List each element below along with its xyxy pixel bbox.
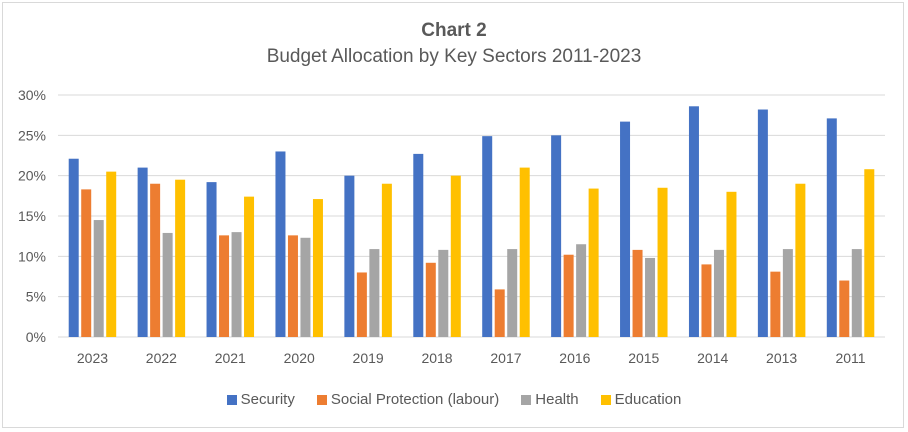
bar-education-2016 (588, 188, 599, 337)
bar-security-2013 (757, 109, 768, 338)
bar-security-2019 (344, 175, 355, 337)
bar-social-protection-labour-2021 (219, 235, 230, 337)
bar-education-2023 (106, 171, 117, 337)
bar-health-2017 (507, 249, 518, 337)
y-tick-label: 10% (18, 248, 46, 264)
bar-social-protection-labour-2022 (150, 183, 161, 337)
y-tick-label: 25% (18, 127, 46, 143)
bar-social-protection-labour-2019 (356, 272, 367, 337)
bar-education-2017 (519, 167, 530, 337)
chart-subtitle: Budget Allocation by Key Sectors 2011-20… (266, 46, 642, 67)
legend-swatch (600, 394, 611, 405)
bar-social-protection-labour-2016 (563, 254, 574, 337)
x-tick-label: 2021 (215, 350, 246, 366)
bar-social-protection-labour-2023 (81, 189, 92, 337)
legend-item: Security (226, 391, 295, 408)
bar-education-2014 (726, 191, 737, 337)
x-tick-label: 2018 (421, 350, 452, 366)
x-axis-ticks: 2023 2022 2021 2020 2019 2018 2017 2016 2015 2014… (77, 350, 866, 366)
bar-security-2015 (620, 121, 631, 338)
legend-item: Health (521, 391, 579, 408)
bar-security-2018 (413, 153, 424, 337)
bar-security-2022 (137, 167, 148, 337)
x-tick-label: 2023 (77, 350, 108, 366)
y-tick-label: 30% (18, 87, 46, 103)
legend-item: Social Protection (labour) (316, 391, 500, 408)
bar-education-2015 (657, 187, 668, 337)
legend-swatch (316, 394, 327, 405)
legend-label: Education (614, 391, 682, 408)
legend-item: Education (600, 391, 682, 408)
bar-social-protection-labour-2020 (287, 235, 298, 337)
x-tick-label: 2017 (490, 350, 521, 366)
bar-social-protection-labour-2011 (839, 280, 850, 337)
bar-health-2020 (300, 237, 311, 337)
bar-education-2011 (864, 169, 875, 337)
gridlines (58, 94, 885, 338)
x-tick-label: 2019 (353, 350, 384, 366)
bars (68, 106, 875, 338)
x-tick-label: 2020 (284, 350, 315, 366)
y-axis-ticks: 0% 5% 10% 15% 20% 25% 30% (18, 87, 46, 345)
legend-swatch (521, 394, 532, 405)
bar-social-protection-labour-2014 (701, 264, 712, 337)
bar-social-protection-labour-2013 (770, 271, 781, 337)
x-tick-label: 2022 (146, 350, 177, 366)
legend-label: Social Protection (labour) (330, 391, 500, 408)
bar-security-2016 (551, 135, 562, 337)
bar-social-protection-labour-2015 (632, 249, 643, 337)
bar-education-2019 (381, 183, 392, 337)
bar-education-2018 (450, 175, 461, 337)
y-tick-label: 0% (26, 329, 46, 345)
x-tick-label: 2011 (835, 350, 865, 366)
legend: Security Social Protection (labour) Health… (0, 391, 908, 408)
bar-health-2016 (576, 244, 587, 337)
y-tick-label: 20% (18, 168, 46, 184)
x-tick-label: 2013 (766, 350, 797, 366)
bar-health-2015 (645, 257, 656, 337)
bar-security-2020 (275, 151, 286, 337)
bar-education-2021 (244, 196, 255, 337)
bar-health-2023 (93, 220, 104, 337)
legend-label: Health (535, 391, 579, 408)
bar-health-2018 (438, 249, 449, 337)
bar-health-2011 (851, 249, 862, 337)
x-tick-label: 2014 (697, 350, 728, 366)
bar-health-2014 (713, 249, 724, 337)
bar-education-2020 (312, 199, 323, 337)
bar-health-2021 (231, 232, 242, 337)
bar-security-2011 (826, 118, 837, 337)
y-tick-label: 5% (26, 289, 46, 305)
bar-social-protection-labour-2018 (425, 262, 436, 337)
bar-security-2021 (206, 182, 217, 337)
y-tick-label: 15% (18, 208, 46, 224)
chart-title: Chart 2 (421, 20, 487, 41)
legend-swatch (226, 394, 237, 405)
x-tick-label: 2016 (559, 350, 590, 366)
bar-social-protection-labour-2017 (494, 289, 505, 337)
bar-health-2019 (369, 249, 380, 337)
bar-security-2017 (482, 136, 493, 337)
legend-label: Security (240, 391, 295, 408)
x-tick-label: 2015 (628, 350, 659, 366)
bar-education-2022 (175, 179, 186, 337)
bar-security-2023 (68, 158, 79, 337)
bar-health-2022 (162, 232, 173, 337)
bar-security-2014 (688, 106, 699, 337)
bar-health-2013 (782, 249, 793, 337)
bar-education-2013 (795, 183, 806, 337)
